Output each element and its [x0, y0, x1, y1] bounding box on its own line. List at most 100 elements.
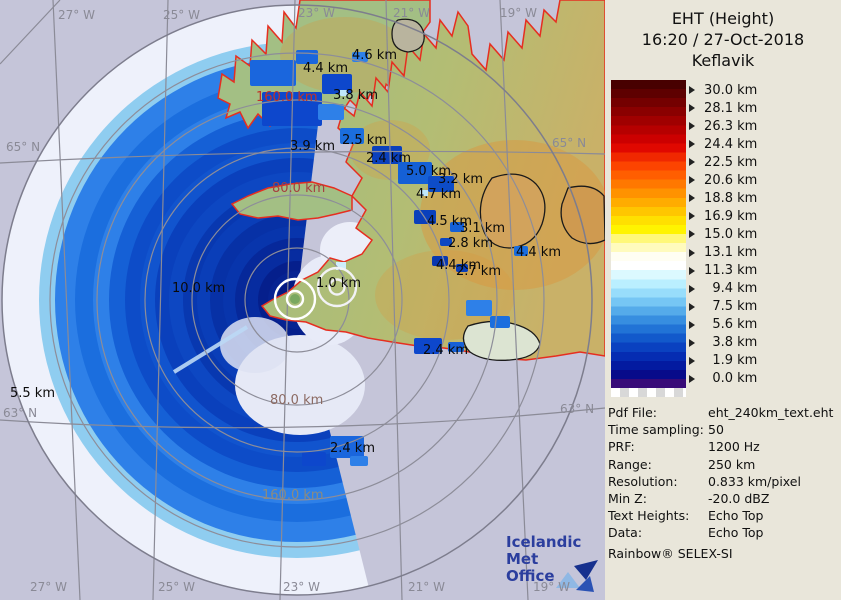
legend-tick-value: 28.1 [704, 100, 733, 116]
legend-tick-arrow-icon [689, 104, 695, 113]
metadata-value: 50 [708, 422, 724, 438]
metadata-row: Min Z: -20.0 dBZ [608, 490, 839, 507]
legend-tick: 7.5 km [689, 299, 757, 315]
legend-tick: 24.4 km [689, 136, 757, 152]
legend-tick-arrow-icon [689, 230, 695, 239]
legend-tick: 26.3 km [689, 118, 757, 134]
metadata-label: Resolution: [608, 473, 678, 489]
legend-tick-unit: km [733, 245, 758, 261]
product-metadata: Pdf File: eht_240km_text.eht Time sampling… [608, 404, 839, 563]
range-ring-200km [49, 52, 545, 548]
legend-tick-value: 22.5 [704, 154, 733, 170]
legend-tick-value: 1.9 [712, 353, 733, 369]
product-datetime: 16:20 / 27-Oct-2018 [641, 30, 805, 49]
radar-site-ring-inner [285, 289, 305, 309]
legend-tick-unit: km [733, 353, 758, 369]
legend-tick: 20.6 km [689, 172, 757, 188]
legend-tick: 15.0 km [689, 226, 757, 242]
metadata-label: PRF: [608, 439, 635, 455]
range-ring-240km-edge [1, 4, 593, 596]
legend-tick-value: 9.4 [712, 281, 733, 297]
legend-tick-arrow-icon [689, 158, 695, 167]
legend-tick-value: 26.3 [704, 118, 733, 134]
legend-tick: 28.1 km [689, 100, 757, 116]
metadata-value: -20.0 dBZ [708, 491, 770, 507]
legend-tick-value: 24.4 [704, 136, 733, 152]
land-snaefellsnes [230, 181, 353, 221]
legend-tick: 30.0 km [689, 82, 757, 98]
meridian-19w [499, 0, 529, 600]
legend-tick-unit: km [733, 371, 758, 387]
range-ring-160km [96, 99, 498, 501]
metadata-row: Data: Echo Top [608, 524, 839, 541]
colorbar-transparent-checker [611, 388, 686, 397]
range-rings [1, 4, 593, 596]
height-colorbar [611, 80, 686, 388]
legend-tick-arrow-icon [689, 140, 695, 149]
station-name: Keflavik [691, 51, 755, 70]
legend-tick-arrow-icon [689, 374, 695, 383]
site-markers [273, 266, 358, 321]
legend-tick-value: 20.6 [704, 172, 733, 188]
glacier-drangajokull [391, 18, 425, 53]
meridian-27w [52, 0, 81, 600]
met-office-logo-line2: Office [506, 567, 555, 585]
legend-tick-unit: km [733, 172, 758, 188]
metadata-label: Range: [608, 456, 652, 472]
software-brand: Rainbow® SELEX-SI [608, 546, 733, 561]
radar-map-graphics [0, 0, 605, 600]
legend-tick-unit: km [733, 263, 758, 279]
legend-tick: 16.9 km [689, 208, 757, 224]
legend-tick-arrow-icon [689, 356, 695, 365]
legend-tick-value: 11.3 [704, 263, 733, 279]
metadata-label: Text Heights: [608, 508, 690, 524]
city-marker-ring-outer [316, 266, 358, 308]
legend-tick-unit: km [733, 208, 758, 224]
metadata-value: Echo Top [708, 525, 764, 541]
met-office-logo: Icelandic Met Office [506, 534, 605, 585]
info-panel: EHT (Height) 16:20 / 27-Oct-2018 Keflavi… [605, 0, 841, 600]
meridian-21w [385, 0, 403, 600]
panel-title: EHT (Height) 16:20 / 27-Oct-2018 Keflavi… [605, 8, 841, 71]
range-ring-40km [244, 247, 350, 353]
legend-tick-unit: km [733, 226, 758, 242]
legend-tick-value: 16.9 [704, 208, 733, 224]
beam-artifact-streak [172, 325, 249, 374]
legend-tick-unit: km [733, 154, 758, 170]
meridian-25w [152, 0, 169, 600]
legend-tick-unit: km [733, 82, 758, 98]
legend-tick-unit: km [733, 190, 758, 206]
legend-tick-value: 7.5 [712, 299, 733, 315]
legend-tick-arrow-icon [689, 284, 695, 293]
legend-tick: 3.8 km [689, 335, 757, 351]
metadata-label: Time sampling: [608, 422, 704, 438]
legend-tick-unit: km [733, 118, 758, 134]
legend-tick: 0.0 km [689, 371, 757, 387]
metadata-row: Text Heights: Echo Top [608, 507, 839, 524]
metadata-label: Data: [608, 525, 643, 541]
legend-tick-value: 30.0 [704, 82, 733, 98]
metadata-label: Pdf File: [608, 405, 657, 421]
legend-tick: 1.9 km [689, 353, 757, 369]
range-ring-80km [191, 194, 403, 406]
parallel-corner [0, 0, 61, 65]
legend-tick: 18.8 km [689, 190, 757, 206]
product-name: EHT (Height) [671, 9, 775, 28]
range-ring-120km [144, 147, 450, 453]
legend-tick-value: 13.1 [704, 245, 733, 261]
legend-tick-arrow-icon [689, 266, 695, 275]
legend-tick-arrow-icon [689, 86, 695, 94]
legend-tick-arrow-icon [689, 338, 695, 347]
metadata-value: eht_240km_text.eht [708, 405, 834, 421]
legend-tick-unit: km [733, 136, 758, 152]
legend-tick-arrow-icon [689, 122, 695, 131]
metadata-value: Echo Top [708, 508, 764, 524]
met-office-logo-line1: Icelandic Met [506, 533, 582, 568]
met-office-logo-icon [556, 560, 598, 592]
metadata-row: Range: 250 km [608, 456, 839, 473]
metadata-label: Min Z: [608, 491, 647, 507]
metadata-value: 1200 Hz [708, 439, 760, 455]
legend-tick-arrow-icon [689, 302, 695, 311]
glacier-myrdalsjokull [462, 320, 541, 361]
legend-tick-unit: km [733, 100, 758, 116]
